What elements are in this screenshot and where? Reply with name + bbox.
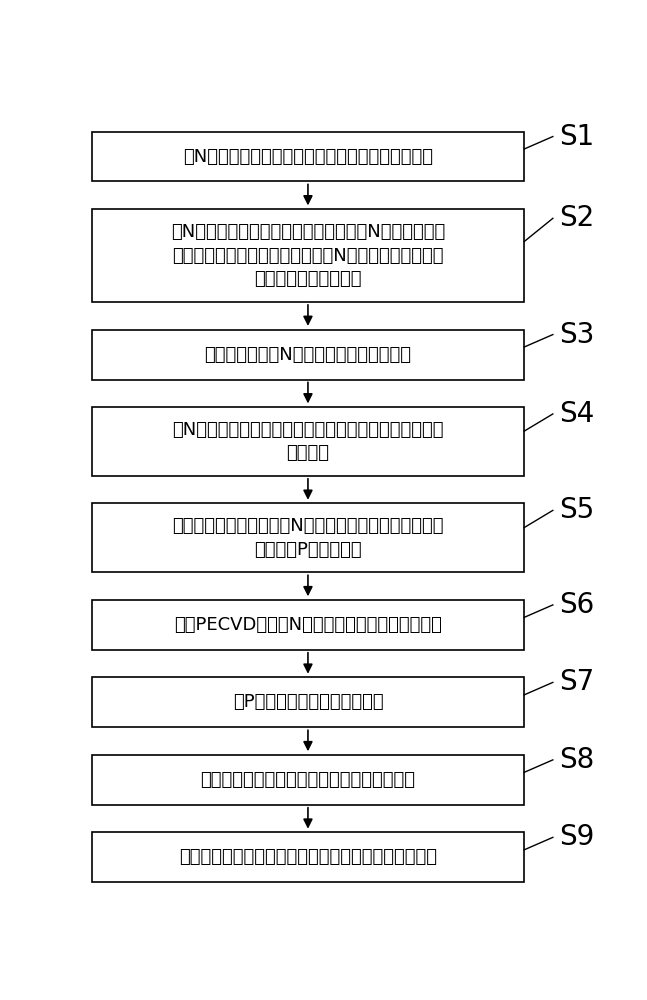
- Text: 在氮化物层表面形成上电极，在钝化层表面形成下电极: 在氮化物层表面形成上电极，在钝化层表面形成下电极: [179, 848, 437, 866]
- Text: S6: S6: [559, 591, 595, 619]
- Text: S2: S2: [559, 204, 595, 232]
- Text: 采用PECVD设备在N型非晶硅层表面沉积氮化物层: 采用PECVD设备在N型非晶硅层表面沉积氮化物层: [174, 616, 442, 634]
- Bar: [92, 503, 524, 572]
- Bar: [92, 600, 524, 650]
- Text: S8: S8: [559, 746, 595, 774]
- Bar: [92, 755, 524, 805]
- Text: 采用激光在氮化物层和钝化层上局部区域开槽: 采用激光在氮化物层和钝化层上局部区域开槽: [201, 771, 415, 789]
- Text: 在N型单晶硅片的背面形成掩膜层，并对N型单晶硅片正
面进行制绒处理；去除掩膜层，使N型单晶硅片形成正面
绒面、背面平面的结构: 在N型单晶硅片的背面形成掩膜层，并对N型单晶硅片正 面进行制绒处理；去除掩膜层，…: [171, 223, 445, 288]
- Text: 在氢气氛围下对N型单晶硅片进行退火处理: 在氢气氛围下对N型单晶硅片进行退火处理: [204, 346, 411, 364]
- Text: S9: S9: [559, 823, 595, 851]
- Text: S4: S4: [559, 400, 595, 428]
- Bar: [92, 132, 524, 181]
- Text: S5: S5: [559, 496, 595, 524]
- Text: 对N型单晶硅片的正、背面进行去损失层和抛光处理: 对N型单晶硅片的正、背面进行去损失层和抛光处理: [183, 148, 433, 166]
- Text: 在第一氧化硅层表面沉积N型非晶硅层，在第二氧化硅层
表面沉积P型非晶硅层: 在第一氧化硅层表面沉积N型非晶硅层，在第二氧化硅层 表面沉积P型非晶硅层: [172, 517, 444, 559]
- Text: S7: S7: [559, 668, 595, 696]
- Text: S1: S1: [559, 123, 595, 151]
- Text: 在N型单晶硅片的正、背面分别沉积第一氧化硅层和第二
氧化硅层: 在N型单晶硅片的正、背面分别沉积第一氧化硅层和第二 氧化硅层: [172, 421, 444, 462]
- Bar: [92, 677, 524, 727]
- Text: S3: S3: [559, 321, 595, 349]
- Bar: [92, 330, 524, 380]
- Bar: [92, 209, 524, 302]
- Bar: [92, 832, 524, 882]
- Bar: [92, 407, 524, 476]
- Text: 在P型非晶硅层表面沉积钝化层: 在P型非晶硅层表面沉积钝化层: [233, 693, 383, 711]
